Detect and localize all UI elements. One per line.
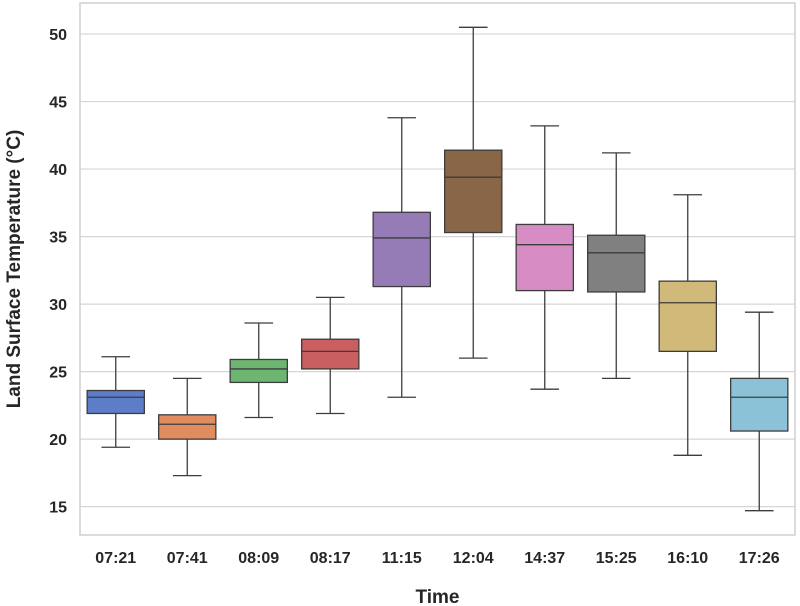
y-tick-labels: 15 20 25 30 35 40 45 50 <box>49 27 67 517</box>
y-tick-label: 20 <box>49 432 67 449</box>
x-tick-label: 08:17 <box>310 550 351 567</box>
box-0741 <box>157 377 217 477</box>
iqr-box <box>300 338 360 370</box>
box-1610 <box>658 194 718 456</box>
box-0721 <box>86 356 146 448</box>
x-tick-label: 12:04 <box>453 550 494 567</box>
x-axis-label: Time <box>415 587 459 606</box>
iqr-box <box>86 389 146 415</box>
x-tick-label: 07:21 <box>95 550 136 567</box>
iqr-box <box>229 358 288 384</box>
x-tick-label: 11:15 <box>382 550 422 567</box>
y-tick-label: 15 <box>49 500 67 517</box>
box-1525 <box>587 152 646 380</box>
plot-frame <box>79 2 796 536</box>
x-tick-labels: 07:21 07:41 08:09 08:17 11:15 12:04 14:37 15:25… <box>95 550 780 567</box>
iqr-box <box>157 414 217 440</box>
iqr-box <box>658 280 718 353</box>
box-1726 <box>730 311 789 512</box>
x-tick-label: 15:25 <box>596 550 637 567</box>
y-axis-label: Land Surface Temperature (°C) <box>4 130 25 409</box>
iqr-box <box>730 377 789 432</box>
y-tick-label: 30 <box>49 297 67 314</box>
x-tick-label: 16:10 <box>667 550 708 567</box>
x-tick-label: 07:41 <box>167 550 208 567</box>
y-tick-label: 35 <box>49 230 67 247</box>
x-tick-label: 17:26 <box>739 550 780 567</box>
iqr-box <box>515 223 575 292</box>
y-tick-label: 40 <box>49 162 67 179</box>
box-1437 <box>515 125 575 390</box>
y-tick-label: 45 <box>49 95 67 112</box>
y-tick-label: 50 <box>49 27 67 44</box>
box-0817 <box>300 296 360 415</box>
box-series <box>86 26 789 512</box>
iqr-box <box>587 234 646 293</box>
box-1204 <box>443 26 503 359</box>
y-tick-label: 25 <box>49 365 67 382</box>
box-0809 <box>229 322 288 419</box>
x-tick-label: 08:09 <box>238 550 279 567</box>
iqr-box <box>443 149 503 234</box>
box-1115 <box>372 117 431 398</box>
iqr-box <box>372 211 431 288</box>
x-tick-label: 14:37 <box>524 550 565 567</box>
